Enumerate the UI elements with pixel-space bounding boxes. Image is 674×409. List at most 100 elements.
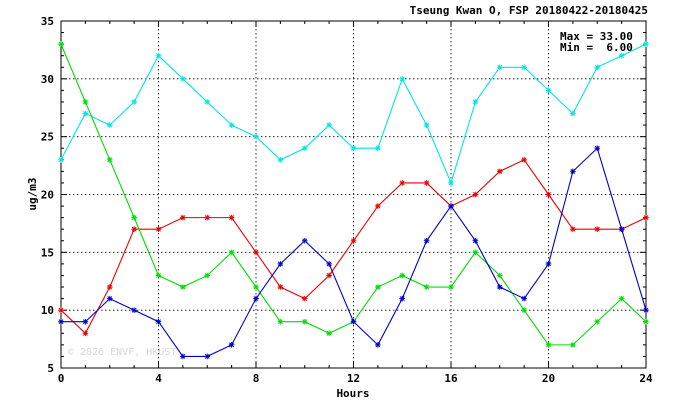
data-point bbox=[643, 318, 649, 325]
data-point bbox=[643, 214, 649, 221]
data-point bbox=[545, 87, 552, 94]
data-point bbox=[618, 52, 625, 59]
data-point bbox=[618, 226, 625, 232]
x-axis-label: Hours bbox=[336, 387, 369, 400]
data-point bbox=[350, 145, 357, 152]
data-point bbox=[301, 295, 308, 302]
x-tick-label: 20 bbox=[542, 372, 555, 385]
data-point bbox=[594, 145, 601, 152]
data-point bbox=[399, 76, 406, 82]
x-tick-label: 16 bbox=[444, 372, 458, 385]
data-point bbox=[277, 284, 284, 290]
data-point bbox=[58, 318, 64, 325]
x-tick-label: 12 bbox=[347, 372, 360, 385]
series-0 bbox=[58, 41, 649, 186]
data-point bbox=[228, 342, 235, 348]
data-point bbox=[399, 180, 406, 186]
data-point bbox=[82, 99, 89, 105]
data-point bbox=[131, 226, 137, 232]
data-point bbox=[228, 214, 235, 221]
series-3 bbox=[58, 145, 649, 360]
x-tick-label: 24 bbox=[639, 372, 653, 385]
data-point bbox=[472, 99, 479, 105]
data-point bbox=[106, 122, 113, 128]
data-point bbox=[545, 261, 552, 267]
data-point bbox=[375, 342, 381, 348]
data-point bbox=[423, 237, 430, 244]
y-tick-label: 30 bbox=[41, 73, 54, 86]
data-point bbox=[570, 110, 576, 117]
data-point bbox=[423, 180, 430, 186]
data-point bbox=[180, 353, 186, 360]
chart-title: Tseung Kwan O, FSP 20180422-20180425 bbox=[410, 4, 648, 17]
x-tick-label: 4 bbox=[155, 372, 162, 385]
data-point bbox=[496, 64, 503, 71]
y-tick-label: 20 bbox=[41, 189, 54, 202]
data-point bbox=[350, 237, 357, 244]
data-point bbox=[472, 237, 479, 244]
data-point bbox=[545, 191, 552, 198]
data-point bbox=[155, 226, 162, 232]
data-point bbox=[277, 157, 284, 163]
data-point bbox=[375, 203, 381, 209]
data-point bbox=[180, 214, 186, 221]
data-point bbox=[521, 157, 527, 163]
data-point bbox=[375, 284, 381, 290]
y-tick-label: 35 bbox=[41, 15, 54, 28]
x-tick-label: 8 bbox=[253, 372, 260, 385]
data-point bbox=[204, 99, 211, 105]
data-point bbox=[496, 284, 503, 290]
data-point bbox=[301, 237, 308, 244]
data-point bbox=[58, 307, 64, 313]
y-tick-label: 25 bbox=[41, 131, 54, 144]
data-point bbox=[253, 249, 259, 256]
y-tick-label: 15 bbox=[41, 246, 54, 259]
data-point bbox=[496, 168, 503, 175]
data-point bbox=[204, 272, 211, 279]
data-point bbox=[448, 180, 454, 186]
data-point bbox=[472, 191, 479, 198]
data-point bbox=[106, 157, 113, 163]
data-point bbox=[521, 295, 527, 302]
min-annotation: Min = 6.00 bbox=[560, 41, 633, 54]
data-point bbox=[228, 249, 235, 256]
data-point bbox=[301, 318, 308, 325]
data-point bbox=[253, 133, 259, 140]
data-point bbox=[106, 284, 113, 290]
data-point bbox=[350, 318, 357, 325]
data-point bbox=[472, 249, 479, 256]
data-point bbox=[82, 110, 89, 117]
data-point bbox=[521, 307, 527, 313]
data-point bbox=[643, 41, 649, 47]
data-point bbox=[618, 295, 625, 302]
data-point bbox=[277, 261, 284, 267]
data-point bbox=[106, 295, 113, 302]
y-tick-label: 5 bbox=[47, 362, 54, 375]
data-point bbox=[253, 284, 259, 290]
data-point bbox=[423, 284, 430, 290]
data-point bbox=[326, 122, 332, 128]
data-point bbox=[423, 122, 430, 128]
data-point bbox=[448, 284, 454, 290]
data-point bbox=[204, 214, 211, 221]
data-point bbox=[131, 307, 137, 313]
data-point bbox=[155, 318, 162, 325]
data-point bbox=[301, 145, 308, 152]
data-point bbox=[326, 272, 332, 279]
y-axis-label: ug/m3 bbox=[26, 177, 39, 210]
data-point bbox=[399, 295, 406, 302]
data-point bbox=[204, 353, 211, 360]
data-point bbox=[594, 64, 601, 71]
data-point bbox=[58, 41, 64, 47]
data-point bbox=[82, 318, 89, 325]
data-point bbox=[594, 226, 601, 232]
data-point bbox=[155, 272, 162, 279]
x-tick-label: 0 bbox=[58, 372, 65, 385]
data-point bbox=[228, 122, 235, 128]
data-point bbox=[399, 272, 406, 279]
data-point bbox=[58, 157, 64, 163]
data-point bbox=[326, 330, 332, 337]
series-1 bbox=[58, 157, 649, 337]
data-point bbox=[180, 76, 186, 82]
